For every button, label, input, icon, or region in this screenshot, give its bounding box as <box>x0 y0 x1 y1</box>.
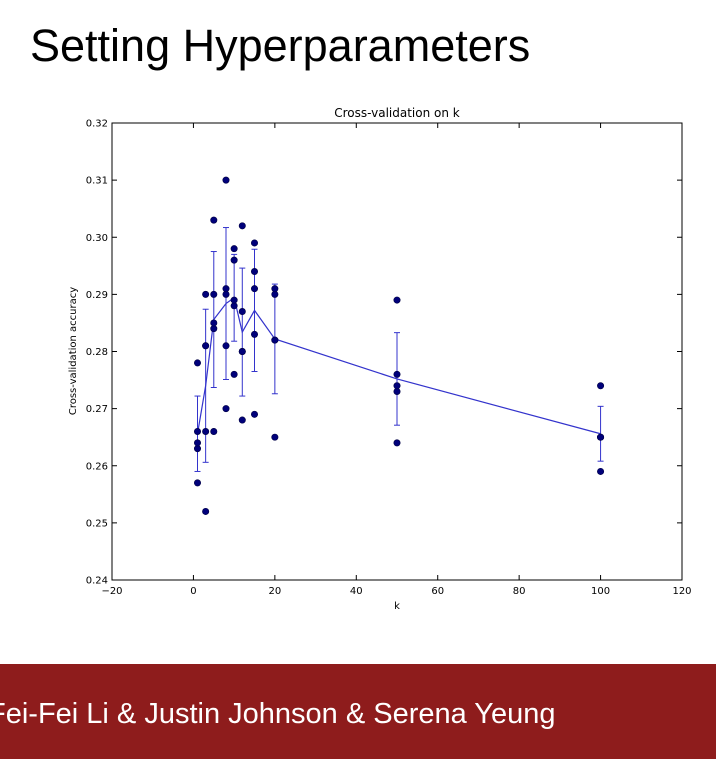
data-point <box>202 507 210 515</box>
data-point <box>238 347 246 355</box>
x-tick-label: 80 <box>513 586 526 597</box>
y-tick-label: 0.29 <box>86 290 108 301</box>
chart-title: Cross-validation on k <box>334 106 460 120</box>
y-tick-label: 0.32 <box>86 119 108 130</box>
data-point <box>393 439 401 447</box>
mean-line <box>196 296 601 435</box>
x-tick-label: 120 <box>672 586 691 597</box>
y-tick-label: 0.28 <box>86 347 108 358</box>
data-point <box>393 370 401 378</box>
data-point <box>194 439 202 447</box>
data-point <box>271 285 279 293</box>
x-tick-label: −20 <box>101 586 122 597</box>
data-point <box>194 427 202 435</box>
data-point <box>210 216 218 224</box>
data-point <box>222 342 230 350</box>
data-point <box>230 370 238 378</box>
y-tick-label: 0.27 <box>86 404 108 415</box>
data-point <box>238 222 246 230</box>
data-point <box>202 342 210 350</box>
data-point <box>194 479 202 487</box>
data-point <box>238 308 246 316</box>
data-point <box>597 467 605 475</box>
y-axis-label: Cross-validation accuracy <box>68 287 79 415</box>
data-point <box>202 427 210 435</box>
data-point <box>230 296 238 304</box>
data-point <box>222 176 230 184</box>
data-point <box>251 268 259 276</box>
x-axis-label: k <box>394 601 400 612</box>
x-tick-label: 100 <box>591 586 610 597</box>
footer-bar: Fei-Fei Li & Justin Johnson & Serena Yeu… <box>0 664 716 759</box>
axis-ticks: −20 0 20 40 60 80 100 120 0.24 0.25 0.26 0.27 0.28 0.… <box>86 119 692 598</box>
x-tick-label: 60 <box>431 586 444 597</box>
x-tick-label: 40 <box>350 586 363 597</box>
data-point <box>271 336 279 344</box>
data-point <box>597 382 605 390</box>
data-point <box>393 382 401 390</box>
data-point <box>238 416 246 424</box>
data-point <box>251 410 259 418</box>
data-point <box>194 359 202 367</box>
y-tick-label: 0.30 <box>86 233 108 244</box>
data-point <box>222 405 230 413</box>
y-tick-label: 0.31 <box>86 176 108 187</box>
data-points <box>194 176 605 515</box>
data-point <box>210 319 218 327</box>
x-tick-label: 20 <box>268 586 281 597</box>
data-point <box>251 285 259 293</box>
slide-title: Setting Hyperparameters <box>30 20 531 71</box>
y-tick-label: 0.26 <box>86 461 108 472</box>
y-tick-label: 0.25 <box>86 518 108 529</box>
data-point <box>393 296 401 304</box>
data-point <box>222 285 230 293</box>
data-point <box>210 290 218 298</box>
data-point <box>202 290 210 298</box>
data-point <box>230 256 238 264</box>
data-point <box>251 239 259 247</box>
data-point <box>251 330 259 338</box>
footer-authors: Fei-Fei Li & Justin Johnson & Serena Yeu… <box>0 698 556 730</box>
data-point <box>271 433 279 441</box>
data-point <box>230 245 238 253</box>
data-point <box>597 433 605 441</box>
y-tick-label: 0.24 <box>86 576 108 587</box>
data-point <box>210 427 218 435</box>
x-tick-label: 0 <box>190 586 196 597</box>
cross-validation-chart: Cross-validation on k k Cross-validation… <box>68 106 692 612</box>
